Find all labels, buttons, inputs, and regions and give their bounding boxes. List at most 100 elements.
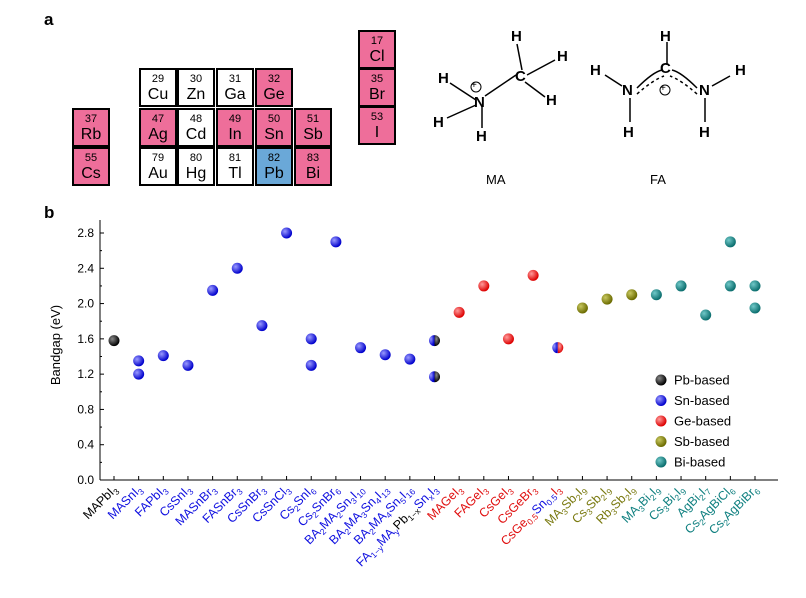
element-symbol: In — [228, 126, 242, 143]
element-symbol: Cu — [147, 86, 169, 103]
ma-h-atom: H — [511, 28, 522, 45]
element-cell-br: 35 Br — [358, 68, 396, 107]
legend-marker — [655, 395, 667, 406]
y-tick-label: 2.8 — [77, 226, 94, 240]
atomic-number: 83 — [306, 152, 320, 164]
fa-n-atom: N — [622, 82, 633, 99]
data-point — [429, 371, 440, 383]
data-point — [133, 355, 145, 367]
y-tick-label: 2.4 — [77, 261, 94, 275]
legend-marker — [655, 415, 667, 427]
data-point — [700, 309, 712, 321]
y-axis-label: Bandgap (eV) — [48, 305, 63, 385]
data-point — [133, 368, 145, 380]
legend-entry: Ge-based — [674, 414, 731, 429]
fa-h-atom: H — [623, 124, 634, 141]
data-point — [675, 280, 687, 292]
legend-entry: Bi-based — [674, 455, 725, 470]
atomic-number: 35 — [370, 73, 384, 85]
molecule-structures — [446, 42, 731, 128]
fa-h-atom: H — [735, 62, 746, 79]
fa-h-atom: H — [590, 62, 601, 79]
atomic-number: 80 — [189, 152, 203, 164]
data-point — [749, 280, 761, 292]
data-point — [379, 349, 391, 361]
data-point — [527, 269, 539, 281]
element-cell-zn: 30 Zn — [177, 68, 215, 107]
atomic-number: 37 — [84, 113, 98, 125]
data-point — [355, 342, 367, 354]
legend-entry: Pb-based — [674, 373, 730, 388]
ma-label: MA — [486, 172, 506, 187]
legend-marker — [655, 374, 667, 386]
element-cell-ge: 32 Ge — [255, 68, 293, 107]
element-cell-au: 79 Au — [139, 147, 177, 186]
atomic-number: 47 — [151, 113, 165, 125]
atomic-number: 49 — [228, 113, 242, 125]
atomic-number: 17 — [370, 35, 384, 47]
fa-plus-charge: + — [660, 83, 666, 94]
ma-n-atom: N — [474, 94, 485, 111]
data-point — [429, 335, 440, 347]
atomic-number: 79 — [151, 152, 165, 164]
element-symbol: Cs — [81, 165, 101, 182]
x-tick-label: Cs3Bi2I9 — [646, 482, 689, 525]
element-symbol: Ag — [148, 126, 168, 143]
element-cell-rb: 37 Rb — [72, 108, 110, 147]
data-point — [453, 306, 465, 318]
legend-entry: Sn-based — [674, 393, 730, 408]
data-point — [256, 320, 268, 332]
element-cell-ag: 47 Ag — [139, 108, 177, 147]
fa-n-atom: N — [699, 82, 710, 99]
element-cell-cs: 55 Cs — [72, 147, 110, 186]
element-cell-cd: 48 Cd — [177, 108, 215, 147]
data-point — [478, 280, 490, 292]
y-tick-label: 0.8 — [77, 402, 94, 416]
element-cell-ga: 31 Ga — [216, 68, 254, 107]
data-point — [231, 262, 243, 274]
fa-h-atom: H — [699, 124, 710, 141]
element-symbol: Zn — [186, 86, 206, 103]
fa-molecule — [604, 42, 731, 122]
ma-h-atom: H — [476, 128, 487, 145]
element-symbol: Cd — [185, 126, 207, 143]
element-symbol: Hg — [185, 165, 207, 182]
ma-h-atom: H — [433, 114, 444, 131]
atomic-number: 48 — [189, 113, 203, 125]
ma-molecule — [446, 43, 556, 128]
ma-h-atom: H — [438, 70, 449, 87]
data-point — [108, 335, 120, 347]
fa-c-atom: C — [660, 60, 671, 77]
element-symbol: Pb — [264, 165, 284, 182]
data-point — [157, 350, 169, 362]
y-tick-label: 1.6 — [77, 332, 94, 346]
element-symbol: Ge — [263, 86, 285, 103]
element-cell-pb: 82 Pb — [255, 147, 293, 186]
data-point — [552, 342, 564, 354]
panel-a-label: a — [44, 10, 54, 29]
data-point — [626, 289, 638, 301]
data-point — [305, 333, 317, 345]
ma-c-atom: C — [515, 68, 526, 85]
atomic-number: 32 — [267, 73, 281, 85]
legend-marker — [655, 436, 667, 447]
data-point — [404, 353, 416, 365]
data-point — [650, 289, 662, 301]
element-cell-hg: 80 Hg — [177, 147, 215, 186]
element-symbol: Au — [148, 165, 168, 182]
legend-marker — [655, 456, 667, 468]
element-cell-sb: 51 Sb — [294, 108, 332, 147]
legend-entry: Sb-based — [674, 434, 730, 449]
data-point — [330, 236, 342, 248]
element-symbol: I — [374, 124, 380, 141]
element-symbol: Cl — [369, 48, 385, 65]
atomic-number: 50 — [267, 113, 281, 125]
atomic-number: 82 — [267, 152, 281, 164]
ma-h-atom: H — [546, 92, 557, 109]
element-cell-bi: 83 Bi — [294, 147, 332, 186]
data-point — [305, 359, 317, 371]
data-point — [207, 284, 219, 296]
atomic-number: 53 — [370, 111, 384, 123]
atomic-number: 30 — [189, 73, 203, 85]
